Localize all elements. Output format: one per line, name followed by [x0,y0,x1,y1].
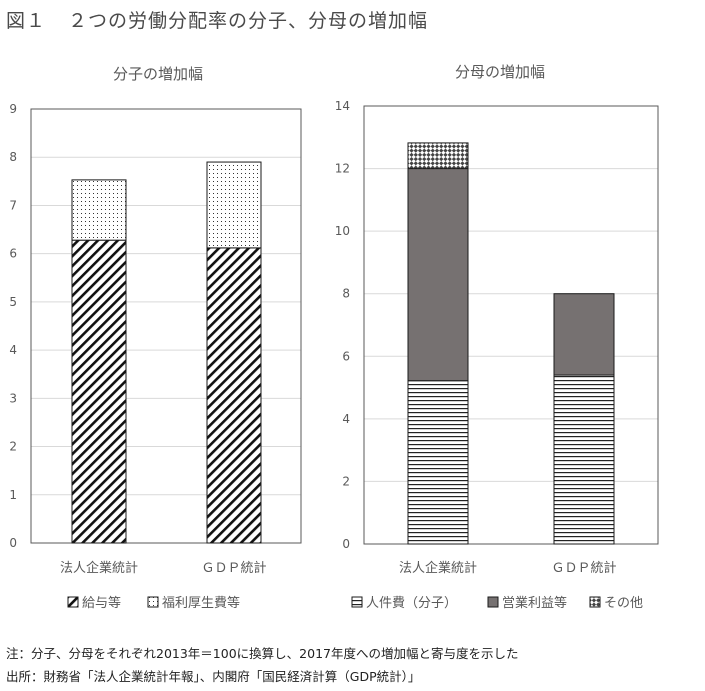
y-tick-label: 7 [9,198,17,212]
chart-source: 出所：財務省「法人企業統計年報」、内閣府「国民経済計算（GDP統計）」 [6,669,421,684]
legend-label: 営業利益等 [502,595,567,611]
bar-segment [553,293,615,376]
x-category-label: ＧＤＰ統計 [201,560,266,576]
x-category-label: ＧＤＰ統計 [551,560,616,576]
legend-label: 給与等 [82,595,121,611]
y-tick-label: 2 [9,440,17,454]
legend-swatch [589,596,601,608]
bar-segment [407,142,469,170]
y-tick-label: 1 [9,488,17,502]
y-tick-label: 3 [9,391,17,405]
y-tick-label: 6 [9,247,17,261]
y-tick-label: 6 [342,349,350,363]
figure-title-text: ２つの労働分配率の分子、分母の増加幅 [68,10,429,32]
bar-segment [71,239,127,544]
plot-frame [363,105,659,545]
chart-title: 分母の増加幅 [455,63,545,81]
legend-label: その他 [604,596,643,611]
y-tick-label: 8 [342,287,350,301]
y-tick-label: 8 [9,150,17,164]
legend-label: 人件費（分子） [366,596,457,611]
legend-label: 福利厚生費等 [162,595,240,611]
x-category-label: 法人企業統計 [60,560,138,576]
y-tick-label: 12 [335,162,350,176]
y-tick-label: 5 [9,295,17,309]
bar-segment [553,374,615,545]
y-tick-label: 0 [342,537,350,551]
legend-swatch [487,596,499,608]
bar-segment [206,247,262,544]
y-tick-label: 4 [342,412,350,426]
figure-title: 図１ ２つの労働分配率の分子、分母の増加幅 [6,6,428,33]
legend-swatch [147,596,159,608]
bar-segment [407,168,469,382]
y-tick-label: 2 [342,474,350,488]
y-tick-label: 10 [335,224,350,238]
plot-frame [30,108,302,544]
bar-segment [71,179,127,241]
y-tick-label: 9 [9,102,17,116]
chart-note: 注：分子、分母をそれぞれ2013年＝100に換算し、2017年度への増加幅と寄与… [6,646,519,661]
legend-swatch [67,596,79,608]
bar-segment [206,161,262,249]
bar-segment [407,380,469,545]
figure-number: 図１ [6,10,47,32]
legend-swatch [351,596,363,608]
y-tick-label: 14 [335,99,350,113]
y-tick-label: 0 [9,536,17,550]
x-category-label: 法人企業統計 [399,560,477,576]
y-tick-label: 4 [9,343,17,357]
chart-title: 分子の増加幅 [113,65,203,83]
